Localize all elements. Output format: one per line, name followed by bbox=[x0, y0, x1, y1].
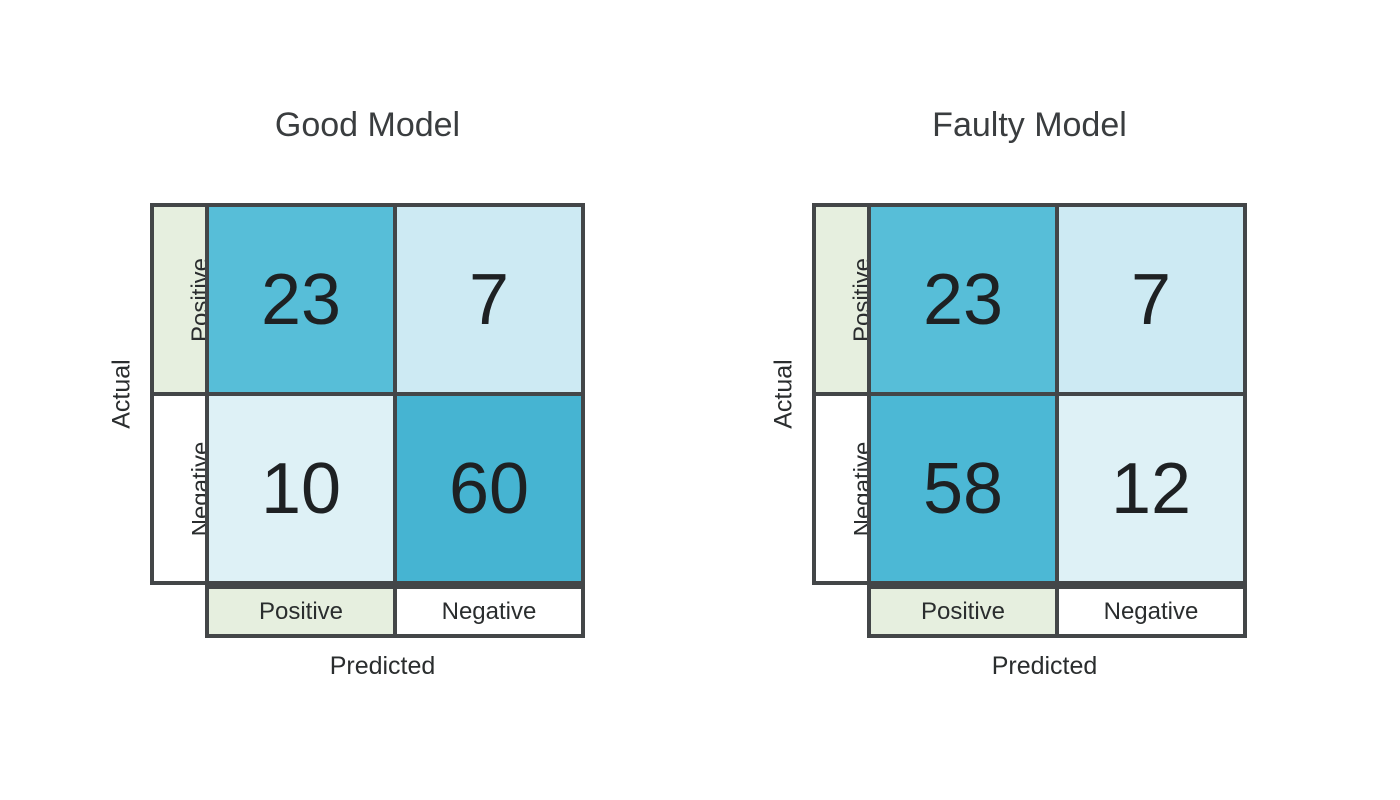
row-label-bar: Positive Negative bbox=[150, 203, 249, 585]
cell-false-negative: 7 bbox=[397, 207, 581, 392]
y-axis-label: Actual bbox=[769, 359, 798, 429]
row-label-bar: Positive Negative bbox=[812, 203, 911, 585]
confusion-matrix-good-model: Good Model Actual Positive Negative 23 7… bbox=[108, 0, 585, 720]
col-label-negative: Negative bbox=[1059, 589, 1243, 634]
col-label-positive: Positive bbox=[871, 589, 1055, 634]
x-axis-label: Predicted bbox=[329, 652, 436, 680]
cell-false-positive: 10 bbox=[209, 396, 393, 581]
chart-title: Faulty Model bbox=[932, 106, 1127, 144]
y-axis-label: Actual bbox=[107, 359, 136, 429]
cell-false-negative: 7 bbox=[1059, 207, 1243, 392]
matrix-grid: 23 7 10 60 bbox=[205, 203, 585, 585]
cell-true-negative: 12 bbox=[1059, 396, 1243, 581]
chart-title: Good Model bbox=[274, 106, 461, 144]
matrix-grid: 23 7 58 12 bbox=[867, 203, 1247, 585]
cell-true-positive: 23 bbox=[871, 207, 1055, 392]
cell-false-positive: 58 bbox=[871, 396, 1055, 581]
col-label-positive: Positive bbox=[209, 589, 393, 634]
col-label-negative: Negative bbox=[397, 589, 581, 634]
column-header-bar: Positive Negative bbox=[205, 585, 585, 638]
x-axis-label: Predicted bbox=[991, 652, 1098, 680]
cell-true-positive: 23 bbox=[209, 207, 393, 392]
confusion-matrix-faulty-model: Faulty Model Actual Positive Negative 23… bbox=[770, 0, 1247, 720]
cell-true-negative: 60 bbox=[397, 396, 581, 581]
column-header-bar: Positive Negative bbox=[867, 585, 1247, 638]
